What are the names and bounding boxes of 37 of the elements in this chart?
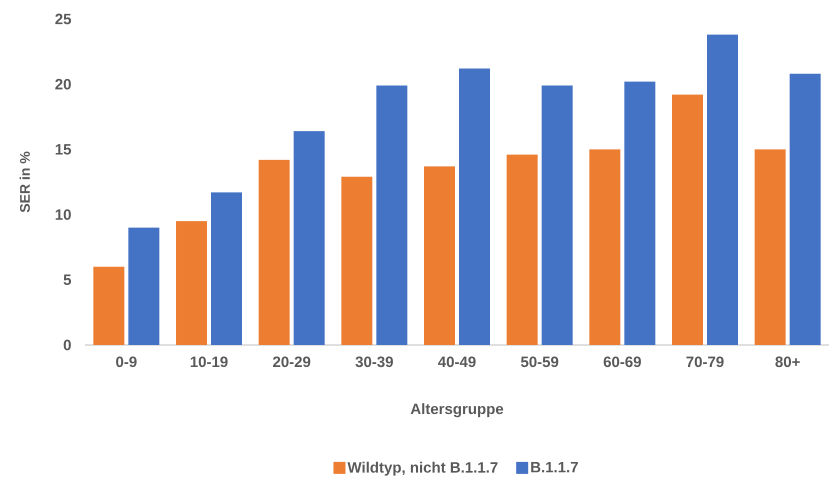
bar bbox=[294, 131, 325, 345]
bar bbox=[376, 85, 408, 345]
legend-label: B.1.1.7 bbox=[531, 462, 578, 472]
y-tick-label: 5 bbox=[64, 274, 72, 286]
legend-label: Wildtyp, nicht B.1.1.7 bbox=[347, 462, 498, 476]
x-tick-label: 20-29 bbox=[273, 356, 310, 368]
bar bbox=[176, 221, 208, 345]
y-tick-label: 10 bbox=[56, 209, 71, 220]
x-tick-label: 10-19 bbox=[190, 356, 228, 368]
y-axis-title: SER in % bbox=[20, 152, 30, 212]
y-tick-label: 25 bbox=[55, 14, 72, 24]
y-tick-label: 15 bbox=[56, 144, 72, 155]
x-tick-label: 0-9 bbox=[116, 356, 137, 368]
bar bbox=[211, 192, 242, 345]
bar bbox=[459, 68, 490, 345]
bar bbox=[128, 228, 160, 345]
x-tick-label: 40-49 bbox=[438, 356, 476, 368]
x-tick-label: 30-39 bbox=[356, 356, 393, 368]
x-tick-label: 60-69 bbox=[604, 356, 641, 368]
bar bbox=[754, 149, 786, 345]
x-tick-label: 80+ bbox=[775, 356, 800, 368]
bar bbox=[589, 149, 620, 345]
bar bbox=[542, 85, 573, 345]
bar bbox=[672, 94, 703, 345]
x-tick-label: 70-79 bbox=[686, 356, 724, 368]
bar bbox=[93, 266, 124, 345]
bar bbox=[624, 82, 656, 345]
bar bbox=[424, 166, 455, 345]
bar bbox=[707, 34, 738, 345]
x-axis-title: Altersgruppe bbox=[410, 403, 504, 418]
bar bbox=[258, 160, 290, 345]
bar bbox=[506, 154, 538, 345]
bar bbox=[341, 176, 372, 345]
y-tick-label: 0 bbox=[64, 340, 71, 350]
x-tick-label: 50-59 bbox=[520, 356, 558, 368]
bar bbox=[790, 74, 821, 345]
y-tick-label: 20 bbox=[55, 78, 71, 90]
